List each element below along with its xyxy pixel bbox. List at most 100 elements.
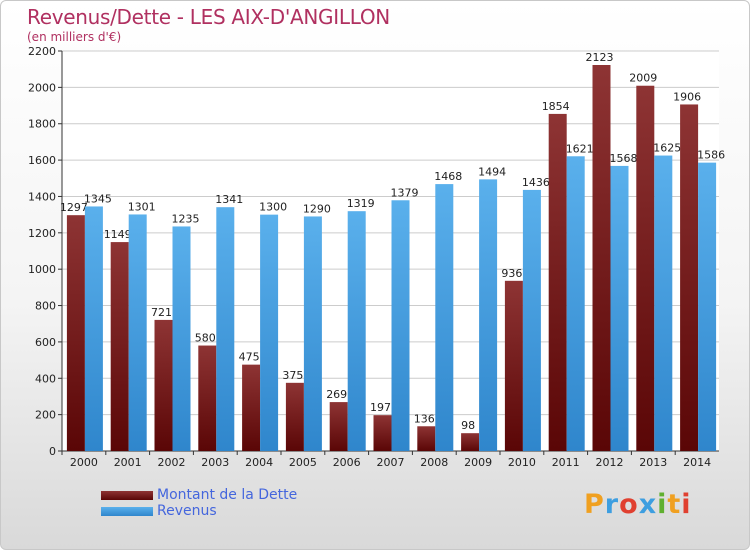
data-label-dette: 1149: [104, 228, 132, 241]
x-tick-label: 2006: [333, 456, 361, 469]
y-tick-label: 1000: [28, 263, 56, 276]
bar-revenus: [435, 184, 454, 451]
x-tick-label: 2009: [464, 456, 492, 469]
data-label-revenus: 1341: [215, 193, 243, 206]
x-tick-label: 2011: [552, 456, 580, 469]
x-tick-label: 2013: [639, 456, 667, 469]
legend-label-revenus: Revenus: [157, 503, 217, 519]
data-label-dette: 269: [326, 388, 347, 401]
bar-revenus: [566, 156, 585, 452]
data-label-dette: 2009: [629, 72, 657, 85]
legend-swatch-dette: [101, 491, 153, 500]
data-label-dette: 475: [239, 351, 260, 364]
data-label-revenus: 1468: [434, 170, 462, 183]
x-tick-label: 2007: [377, 456, 405, 469]
logo-letter: i: [657, 489, 668, 520]
bar-revenus: [479, 179, 498, 451]
data-label-revenus: 1625: [653, 142, 681, 155]
data-label-revenus: 1494: [478, 165, 506, 178]
y-tick-label: 800: [35, 300, 56, 313]
bar-revenus: [260, 214, 279, 451]
x-tick-label: 2000: [70, 456, 98, 469]
chart-subtitle: (en milliers d'€): [27, 30, 122, 44]
logo-letter: i: [681, 489, 692, 520]
legend-swatch-revenus: [101, 507, 153, 516]
bar-dette: [285, 382, 304, 451]
logo-letter: P: [584, 489, 605, 520]
bar-dette: [461, 433, 480, 451]
y-tick-label: 200: [35, 409, 56, 422]
bar-dette: [504, 280, 523, 451]
x-tick-label: 2003: [201, 456, 229, 469]
data-label-revenus: 1301: [128, 200, 156, 213]
bar-revenus: [172, 226, 191, 451]
chart-title: Revenus/Dette - LES AIX-D'ANGILLON: [27, 5, 390, 29]
data-label-dette: 98: [461, 419, 475, 432]
logo-letter: o: [619, 489, 639, 520]
data-label-dette: 1297: [60, 201, 88, 214]
y-tick-label: 1200: [28, 227, 56, 240]
x-tick-label: 2014: [683, 456, 711, 469]
legend-label-dette: Montant de la Dette: [157, 487, 298, 503]
logo-letter: x: [638, 489, 658, 520]
bar-revenus: [522, 189, 541, 451]
logo-letter: r: [604, 489, 620, 520]
y-tick-label: 2000: [28, 81, 56, 94]
x-tick-label: 2002: [158, 456, 186, 469]
x-tick-label: 2008: [420, 456, 448, 469]
data-label-revenus: 1345: [84, 192, 112, 205]
bar-dette: [154, 319, 173, 451]
bar-dette: [592, 65, 611, 451]
data-label-dette: 580: [195, 332, 216, 345]
bar-revenus: [654, 155, 673, 451]
bar-dette: [66, 215, 85, 451]
bar-revenus: [128, 214, 147, 451]
bar-dette: [680, 104, 699, 452]
bar-revenus: [698, 162, 717, 452]
y-tick-label: 0: [49, 445, 56, 458]
x-tick-label: 2004: [245, 456, 273, 469]
bar-dette: [373, 415, 392, 451]
data-label-revenus: 1436: [522, 176, 550, 189]
bar-dette: [548, 113, 567, 451]
bar-dette: [329, 402, 348, 451]
data-label-dette: 197: [370, 401, 391, 414]
y-tick-label: 400: [35, 372, 56, 385]
bar-dette: [636, 85, 655, 452]
bar-revenus: [303, 216, 322, 451]
bar-dette: [110, 242, 129, 451]
x-tick-label: 2010: [508, 456, 536, 469]
bar-revenus: [216, 207, 235, 451]
data-label-dette: 1854: [542, 100, 570, 113]
logo-letter: t: [667, 489, 682, 520]
bar-dette: [198, 345, 217, 451]
data-label-revenus: 1621: [566, 142, 594, 155]
data-label-revenus: 1300: [259, 201, 287, 214]
y-tick-label: 600: [35, 336, 56, 349]
x-tick-label: 2001: [114, 456, 142, 469]
bar-revenus: [84, 206, 103, 451]
data-label-revenus: 1319: [347, 197, 375, 210]
data-label-revenus: 1379: [391, 186, 419, 199]
data-label-revenus: 1235: [172, 212, 200, 225]
bar-dette: [417, 426, 436, 451]
bar-revenus: [391, 200, 410, 451]
data-label-dette: 721: [151, 306, 172, 319]
y-tick-label: 2200: [28, 45, 56, 58]
data-label-dette: 2123: [586, 51, 614, 64]
data-label-dette: 136: [414, 412, 435, 425]
bar-dette: [242, 364, 261, 451]
data-label-dette: 375: [282, 369, 303, 382]
y-tick-label: 1800: [28, 118, 56, 131]
x-tick-label: 2012: [596, 456, 624, 469]
data-label-dette: 1906: [673, 90, 701, 103]
bar-revenus: [347, 211, 366, 451]
data-label-revenus: 1586: [697, 149, 725, 162]
bar-revenus: [610, 165, 629, 451]
y-tick-label: 1400: [28, 190, 56, 203]
data-label-revenus: 1568: [610, 152, 638, 165]
data-label-revenus: 1290: [303, 202, 331, 215]
data-label-dette: 936: [501, 267, 522, 280]
